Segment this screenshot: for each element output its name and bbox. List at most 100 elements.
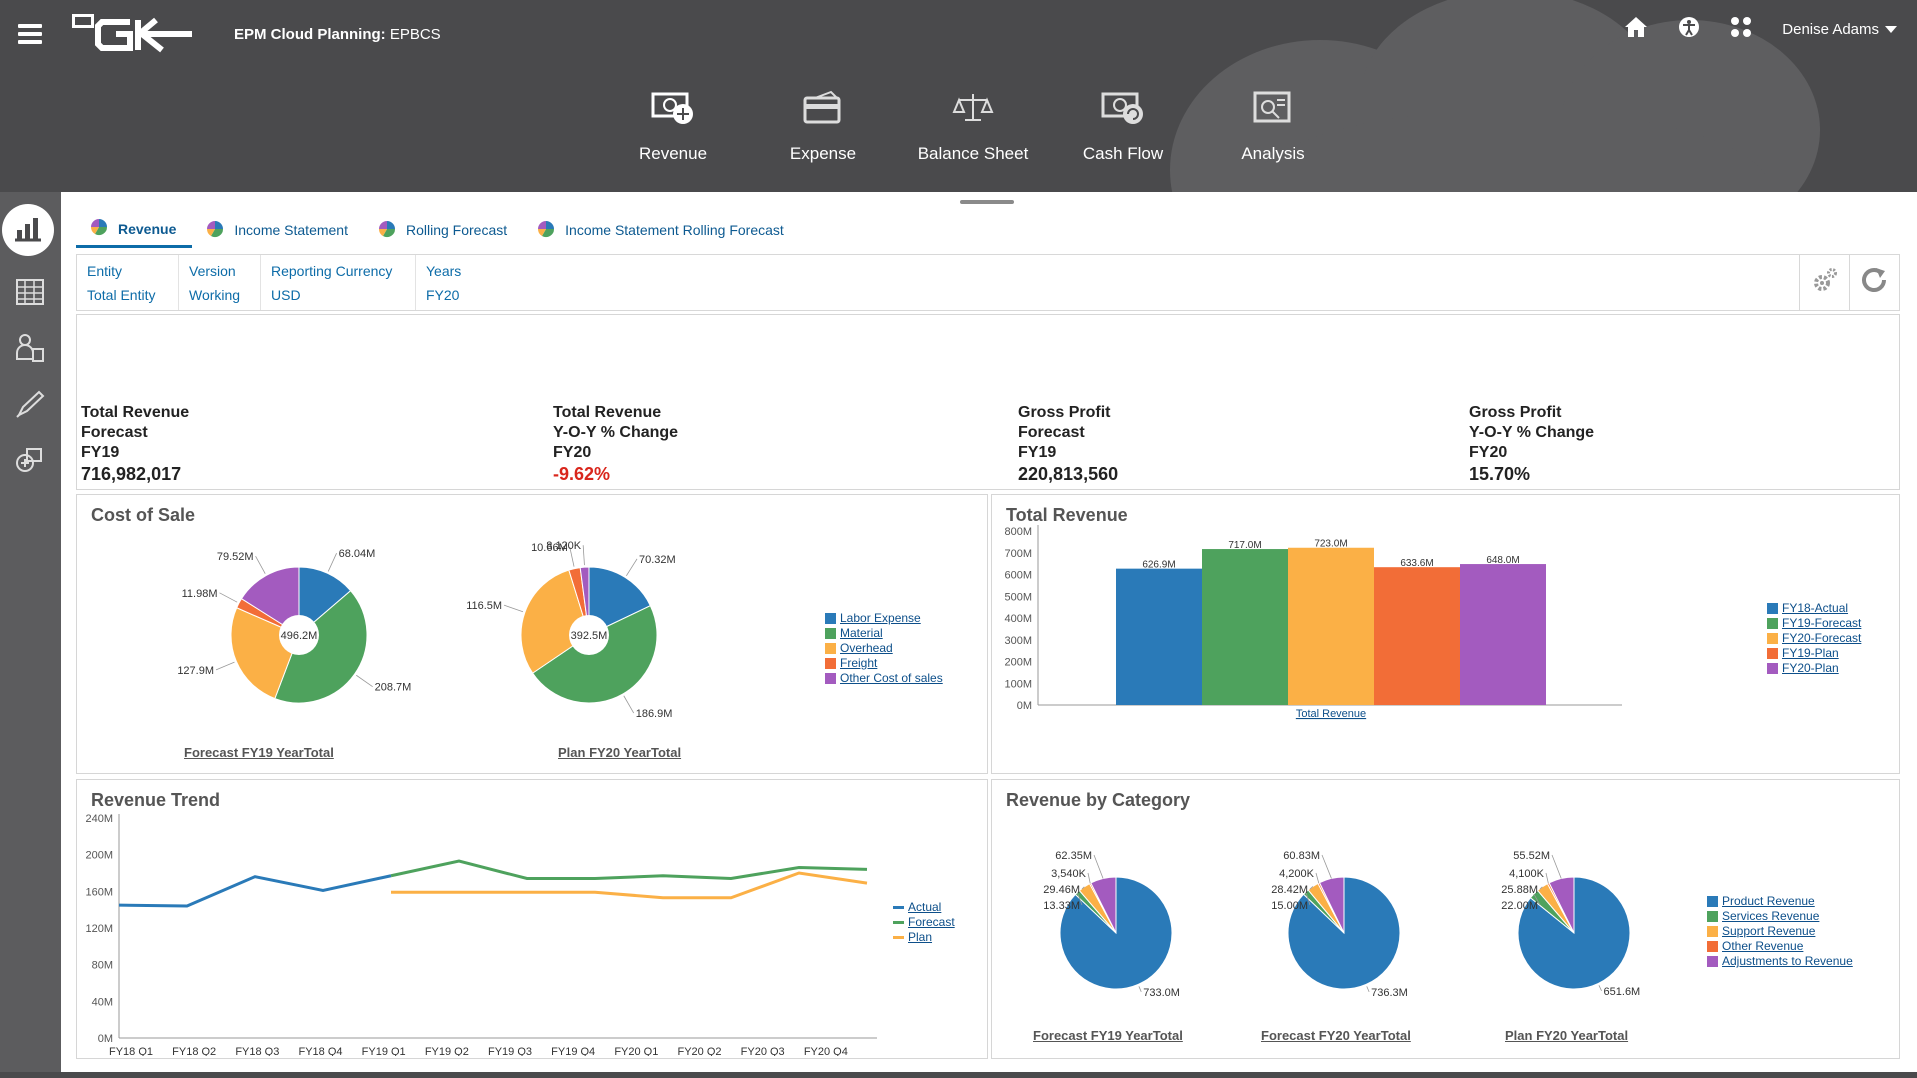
legend-item[interactable]: FY18-Actual [1767, 601, 1861, 616]
legend-item[interactable]: Actual [893, 900, 955, 915]
pov-years[interactable]: Years FY20 [416, 255, 506, 310]
leader-line [1138, 986, 1142, 992]
legend-item[interactable]: FY19-Forecast [1767, 616, 1861, 631]
legend-item[interactable]: Adjustments to Revenue [1707, 954, 1853, 969]
legend-swatch [825, 628, 836, 639]
kpi-label: Gross Profit [1469, 404, 1562, 421]
legend-label: Overhead [840, 641, 893, 655]
leader-line [219, 592, 238, 603]
pov-reporting-currency[interactable]: Reporting Currency USD [261, 255, 416, 310]
legend-item[interactable]: FY19-Plan [1767, 646, 1861, 661]
bar [1460, 564, 1546, 705]
data-label: 10.66M [531, 542, 568, 554]
kpi-gross-profit-forecast: Gross Profit Forecast FY19 220,813,560 [1018, 403, 1118, 484]
nav-card-cash-flow[interactable]: Cash Flow [1048, 82, 1198, 164]
analysis-icon [1198, 82, 1348, 134]
kpi-label: Forecast [1018, 424, 1085, 441]
navigator-grid-icon[interactable] [1730, 16, 1752, 43]
leader-line [503, 604, 524, 613]
x-tick-label: FY19 Q1 [362, 1046, 406, 1056]
legend-item[interactable]: Other Cost of sales [825, 671, 943, 686]
bar [1202, 549, 1288, 705]
data-label: 28.42M [1271, 884, 1308, 896]
refresh-button[interactable] [1849, 255, 1899, 310]
pie-caption-link[interactable]: Forecast FY19 YearTotal [184, 745, 334, 760]
pie-slice [1318, 876, 1345, 934]
pie-chart-icon [378, 220, 396, 241]
legend-item[interactable]: Material [825, 626, 943, 641]
pie-chart-icon [537, 220, 555, 241]
x-tick-label: FY20 Q2 [677, 1046, 721, 1056]
nav-card-analysis[interactable]: Analysis [1198, 82, 1348, 164]
legend-item[interactable]: Forecast [893, 915, 955, 930]
legend-item[interactable]: Services Revenue [1707, 909, 1853, 924]
legend-item[interactable]: Overhead [825, 641, 943, 656]
legend-item[interactable]: Support Revenue [1707, 924, 1853, 939]
leader-line [1309, 886, 1314, 890]
data-label: 60.83M [1283, 850, 1320, 862]
sidebar-item-edit[interactable] [6, 382, 54, 430]
panel-drag-handle[interactable] [960, 200, 1014, 204]
legend-label: FY20-Forecast [1782, 631, 1862, 645]
legend-item[interactable]: Other Revenue [1707, 939, 1853, 954]
total-revenue-panel: Total Revenue 0M 100M 200M 300M 400M 500M 600M… [991, 494, 1900, 774]
sidebar-item-data[interactable] [6, 270, 54, 318]
data-label: 186.9M [636, 708, 673, 720]
settings-button[interactable] [1799, 255, 1849, 310]
tab-income-statement-rolling-forecast[interactable]: Income Statement Rolling Forecast [523, 212, 800, 248]
legend-label: Forecast [908, 915, 955, 929]
app-header: EPM Cloud Planning: EPBCS Denise Adams R… [0, 0, 1917, 192]
bottom-strip [0, 1072, 1917, 1078]
donut-center-label: 496.2M [281, 630, 318, 642]
pie-chart-icon [90, 218, 108, 239]
sidebar-item-rules[interactable] [6, 438, 54, 486]
sidebar-item-reports[interactable] [6, 326, 54, 374]
bar [1288, 547, 1374, 705]
pie-caption-link[interactable]: Plan FY20 YearTotal [558, 745, 682, 760]
legend-item[interactable]: Freight [825, 656, 943, 671]
nav-card-balance-sheet[interactable]: Balance Sheet [898, 82, 1048, 164]
legend-swatch [1707, 941, 1718, 952]
pie-caption-link[interactable]: Forecast FY20 YearTotal [1261, 1028, 1411, 1043]
legend-item[interactable]: Plan [893, 930, 955, 945]
leader-line [356, 674, 373, 688]
y-tick-label: 100M [1004, 678, 1032, 690]
sidebar-item-dashboard[interactable] [2, 204, 54, 256]
pie-slice [1517, 876, 1631, 990]
bar-value-label: 723.0M [1314, 539, 1347, 550]
x-tick-label: FY18 Q1 [109, 1046, 153, 1056]
tab-revenue[interactable]: Revenue [76, 212, 193, 248]
legend-swatch [893, 906, 904, 909]
legend-item[interactable]: Labor Expense [825, 611, 943, 626]
pov-entity[interactable]: Entity Total Entity [77, 255, 179, 310]
pov-dimension-label: Entity [87, 263, 123, 279]
legend-label: Labor Expense [840, 611, 921, 625]
nav-card-revenue[interactable]: Revenue [598, 82, 748, 164]
hamburger-menu-icon[interactable] [18, 24, 42, 44]
leader-line [327, 553, 337, 572]
pov-member-value: USD [271, 287, 301, 303]
user-menu[interactable]: Denise Adams [1782, 21, 1897, 38]
tab-income-statement[interactable]: Income Statement [192, 212, 364, 248]
pov-version[interactable]: Version Working [179, 255, 261, 310]
chart-title: Total Revenue [1006, 505, 1128, 525]
legend-swatch [893, 936, 904, 939]
leader-line [1551, 854, 1562, 879]
legend-item[interactable]: Product Revenue [1707, 894, 1853, 909]
nav-card-expense[interactable]: Expense [748, 82, 898, 164]
tab-rolling-forecast[interactable]: Rolling Forecast [364, 212, 523, 248]
legend-label: Other Revenue [1722, 939, 1804, 953]
data-label: 736.3M [1371, 987, 1408, 999]
legend-item[interactable]: FY20-Forecast [1767, 631, 1861, 646]
pie-caption-link[interactable]: Plan FY20 YearTotal [1505, 1028, 1629, 1043]
pie-caption-link[interactable]: Forecast FY19 YearTotal [1033, 1028, 1183, 1043]
legend-label: Freight [840, 656, 878, 670]
pie-slice [1548, 876, 1575, 934]
pie-slice [240, 566, 300, 636]
legend-item[interactable]: FY20-Plan [1767, 661, 1861, 676]
accessibility-icon[interactable] [1678, 16, 1700, 43]
legend-label: FY20-Plan [1782, 661, 1839, 675]
chart-title: Revenue Trend [91, 790, 221, 810]
home-icon[interactable] [1624, 16, 1648, 43]
data-label: 70.32M [639, 554, 676, 566]
